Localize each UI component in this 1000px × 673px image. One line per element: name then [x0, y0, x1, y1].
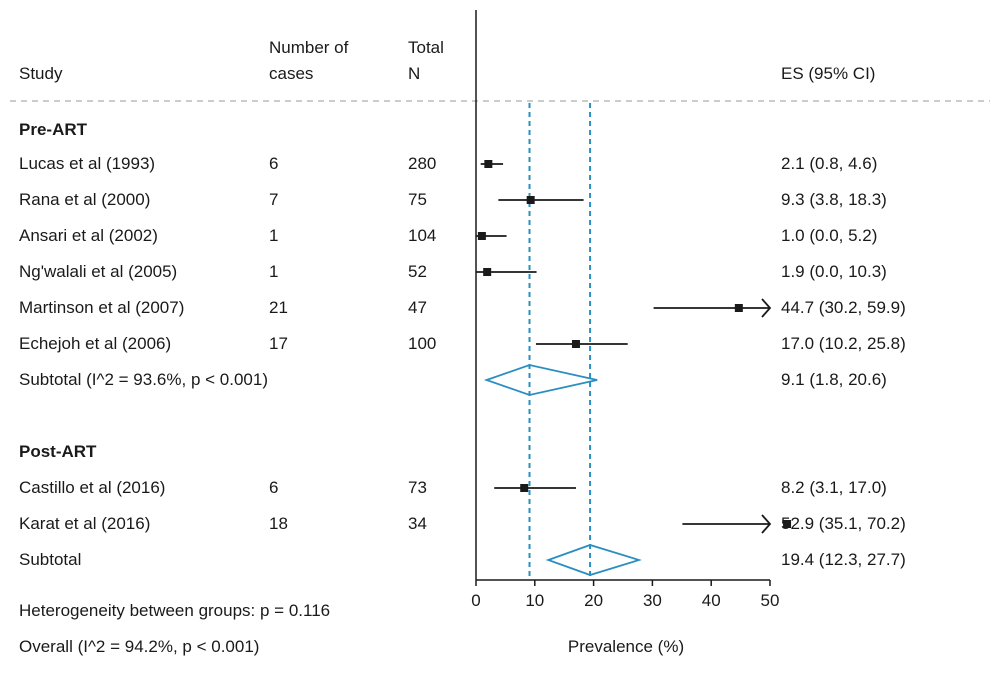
group-label-pre-art: Pre-ART: [19, 120, 88, 139]
point-estimate: [571, 340, 580, 348]
study-cases: 18: [269, 514, 288, 533]
subtotal-es: 19.4 (12.3, 27.7): [781, 550, 906, 569]
x-tick-label: 20: [584, 591, 603, 610]
x-tick-label: 30: [643, 591, 662, 610]
study-name: Ng'walali et al (2005): [19, 262, 178, 281]
header-study: Study: [19, 64, 63, 83]
x-tick-label: 50: [761, 591, 780, 610]
study-es: 52.9 (35.1, 70.2): [781, 514, 906, 533]
study-name: Castillo et al (2016): [19, 478, 166, 497]
point-estimate: [477, 232, 486, 240]
header-total-line1: Total: [408, 38, 444, 57]
study-name: Martinson et al (2007): [19, 298, 185, 317]
group-label-post-art: Post-ART: [19, 442, 97, 461]
study-es: 17.0 (10.2, 25.8): [781, 334, 906, 353]
study-total-n: 47: [408, 298, 427, 317]
study-total-n: 104: [408, 226, 437, 245]
subtotal-label: Subtotal (I^2 = 93.6%, p < 0.001): [19, 370, 268, 389]
study-cases: 6: [269, 478, 279, 497]
subtotal-es: 9.1 (1.8, 20.6): [781, 370, 887, 389]
header-es: ES (95% CI): [781, 64, 876, 83]
study-es: 1.0 (0.0, 5.2): [781, 226, 878, 245]
study-total-n: 34: [408, 514, 427, 533]
study-cases: 21: [269, 298, 288, 317]
subtotal-label: Subtotal: [19, 550, 82, 569]
study-name: Echejoh et al (2006): [19, 334, 172, 353]
study-es: 2.1 (0.8, 4.6): [781, 154, 878, 173]
overall-text: Overall (I^2 = 94.2%, p < 0.001): [19, 637, 260, 656]
ci-arrow: [761, 514, 772, 534]
ci-arrow: [761, 298, 772, 318]
x-tick-label: 10: [525, 591, 544, 610]
study-es: 8.2 (3.1, 17.0): [781, 478, 887, 497]
heterogeneity-text: Heterogeneity between groups: p = 0.116: [19, 601, 331, 620]
point-estimate: [484, 160, 493, 168]
x-tick-label: 40: [702, 591, 721, 610]
study-cases: 7: [269, 190, 279, 209]
study-cases: 1: [269, 226, 279, 245]
header-total-line2: N: [408, 64, 421, 83]
point-estimate: [520, 484, 529, 492]
study-cases: 6: [269, 154, 279, 173]
x-tick-label: 0: [471, 591, 480, 610]
subtotal-diamond: [545, 544, 642, 576]
study-cases: 17: [269, 334, 288, 353]
point-estimate: [734, 304, 743, 312]
study-name: Ansari et al (2002): [19, 226, 158, 245]
study-total-n: 73: [408, 478, 427, 497]
x-axis-label: Prevalence (%): [568, 637, 684, 656]
subtotal-diamond: [483, 364, 598, 396]
header-cases-line2: cases: [269, 64, 314, 83]
study-total-n: 280: [408, 154, 437, 173]
study-cases: 1: [269, 262, 279, 281]
point-estimate: [526, 196, 535, 204]
study-total-n: 52: [408, 262, 427, 281]
point-estimate: [483, 268, 492, 276]
study-total-n: 75: [408, 190, 427, 209]
study-name: Rana et al (2000): [19, 190, 151, 209]
point-estimate: [783, 520, 792, 528]
study-name: Lucas et al (1993): [19, 154, 156, 173]
study-es: 9.3 (3.8, 18.3): [781, 190, 887, 209]
study-es: 44.7 (30.2, 59.9): [781, 298, 906, 317]
study-total-n: 100: [408, 334, 437, 353]
header-cases-line1: Number of: [269, 38, 349, 57]
study-es: 1.9 (0.0, 10.3): [781, 262, 887, 281]
study-name: Karat et al (2016): [19, 514, 151, 533]
